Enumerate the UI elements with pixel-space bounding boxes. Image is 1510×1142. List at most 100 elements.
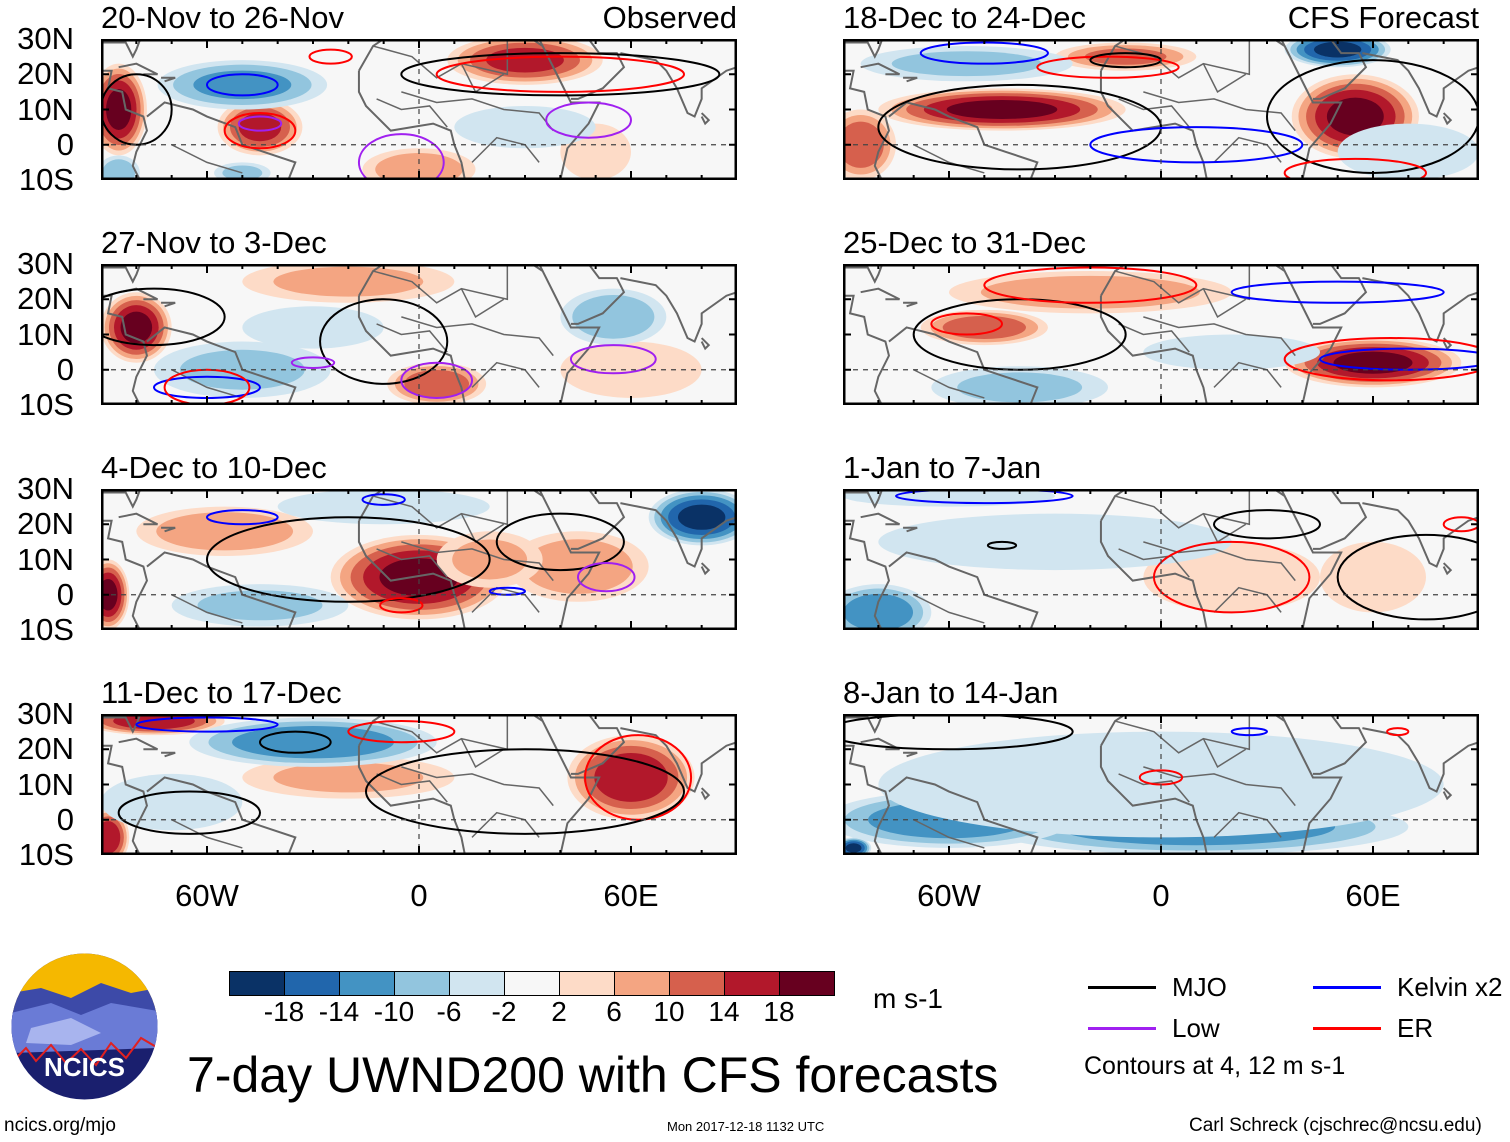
easterly-anomaly — [560, 288, 667, 346]
black-contour — [117, 790, 261, 835]
country-border — [1202, 738, 1247, 768]
colorbar-swatch — [670, 972, 725, 995]
map-panel — [843, 264, 1479, 405]
country-border — [372, 714, 509, 754]
lat-label: 10N — [17, 316, 74, 352]
figure-title: 7-day UWND200 with CFS forecasts — [187, 1047, 999, 1103]
purple-contour — [577, 562, 636, 593]
coastline — [700, 787, 711, 801]
country-border — [171, 819, 243, 849]
forecast-label: CFS Forecast — [1287, 0, 1479, 35]
coastline — [538, 714, 544, 722]
map-panel — [101, 39, 737, 180]
coastline — [1442, 787, 1453, 801]
lat-label: 30N — [17, 696, 74, 731]
coastline — [101, 294, 148, 405]
easterly-anomaly — [171, 584, 349, 627]
coastline — [357, 70, 466, 180]
black-contour — [101, 73, 173, 146]
footer-center: Mon 2017-12-18 1132 UTC — [667, 1119, 825, 1134]
lat-label: 20N — [17, 56, 74, 92]
blue-contour — [361, 493, 406, 506]
easterly-anomaly — [843, 837, 872, 855]
red-contour — [163, 368, 251, 405]
ncics-logo: NCICS — [11, 953, 158, 1100]
panel-title: 27-Nov to 3-Dec — [101, 225, 327, 260]
coastline — [1271, 264, 1343, 405]
westerly-anomaly — [507, 531, 649, 602]
blue-contour — [488, 586, 527, 596]
coastline — [118, 512, 158, 526]
colorbar-swatch — [340, 972, 395, 995]
westerly-anomaly — [920, 309, 1048, 346]
panel-title: 4-Dec to 10-Dec — [101, 450, 327, 485]
coastline — [357, 520, 466, 630]
blue-contour — [1230, 280, 1445, 304]
country-border — [376, 773, 448, 803]
easterly-anomaly — [648, 489, 737, 546]
coastline — [1099, 70, 1208, 180]
country-border — [1213, 136, 1282, 163]
black-contour — [101, 287, 226, 347]
coastline — [161, 76, 176, 83]
coastline — [529, 489, 601, 630]
colorbar-swatch — [285, 972, 340, 995]
coastline — [1362, 52, 1479, 118]
red-contour — [347, 720, 456, 744]
blue-contour — [895, 489, 1074, 505]
colorbar-swatch — [450, 972, 505, 995]
country-border — [913, 369, 985, 399]
lat-label: 10S — [18, 387, 74, 422]
lat-label: 10S — [18, 837, 74, 872]
legend-line — [1313, 1027, 1381, 1030]
colorbar-label: 2 — [551, 996, 567, 1027]
country-border — [401, 766, 554, 807]
lat-label: 10N — [17, 766, 74, 802]
red-contour — [1386, 727, 1410, 737]
black-contour — [1336, 533, 1479, 621]
red-contour — [584, 734, 693, 821]
black-contour — [365, 748, 685, 835]
black-contour — [206, 516, 491, 603]
lat-label: 0 — [56, 576, 74, 612]
lat-label: 0 — [56, 351, 74, 387]
country-border — [1143, 541, 1296, 582]
blue-contour — [206, 509, 279, 526]
panel-title: 18-Dec to 24-Dec — [843, 0, 1086, 35]
country-border — [376, 323, 448, 353]
colorbar-swatch — [780, 972, 834, 995]
westerly-anomaly — [101, 63, 147, 156]
westerly-anomaly — [387, 362, 487, 405]
lat-label: 10N — [17, 541, 74, 577]
purple-contour — [545, 101, 633, 139]
coastline — [570, 714, 626, 775]
country-border — [471, 136, 540, 163]
black-contour — [400, 52, 721, 97]
coastline — [161, 301, 176, 308]
country-border — [460, 288, 505, 318]
country-border — [1118, 548, 1190, 578]
coastline — [1442, 112, 1453, 126]
easterly-anomaly — [454, 105, 596, 149]
coastline — [888, 776, 1039, 855]
lon-label: 0 — [1152, 878, 1170, 913]
colorbar-label: 6 — [606, 996, 622, 1027]
coastline — [1312, 264, 1368, 325]
purple-contour — [290, 356, 336, 369]
panel-title: 8-Jan to 14-Jan — [843, 675, 1059, 710]
lon-label: 60W — [175, 878, 239, 913]
country-border — [1213, 586, 1282, 613]
red-contour — [223, 112, 297, 150]
coastline — [118, 62, 158, 76]
coastline — [843, 519, 890, 630]
coastline — [146, 326, 297, 405]
coastline — [620, 502, 737, 568]
country-border — [1202, 288, 1247, 318]
coastline — [843, 714, 884, 734]
coastline — [101, 69, 148, 180]
lon-label: 60E — [603, 878, 659, 913]
country-border — [1143, 91, 1296, 132]
coastline — [538, 489, 544, 497]
map-panel — [843, 714, 1479, 855]
